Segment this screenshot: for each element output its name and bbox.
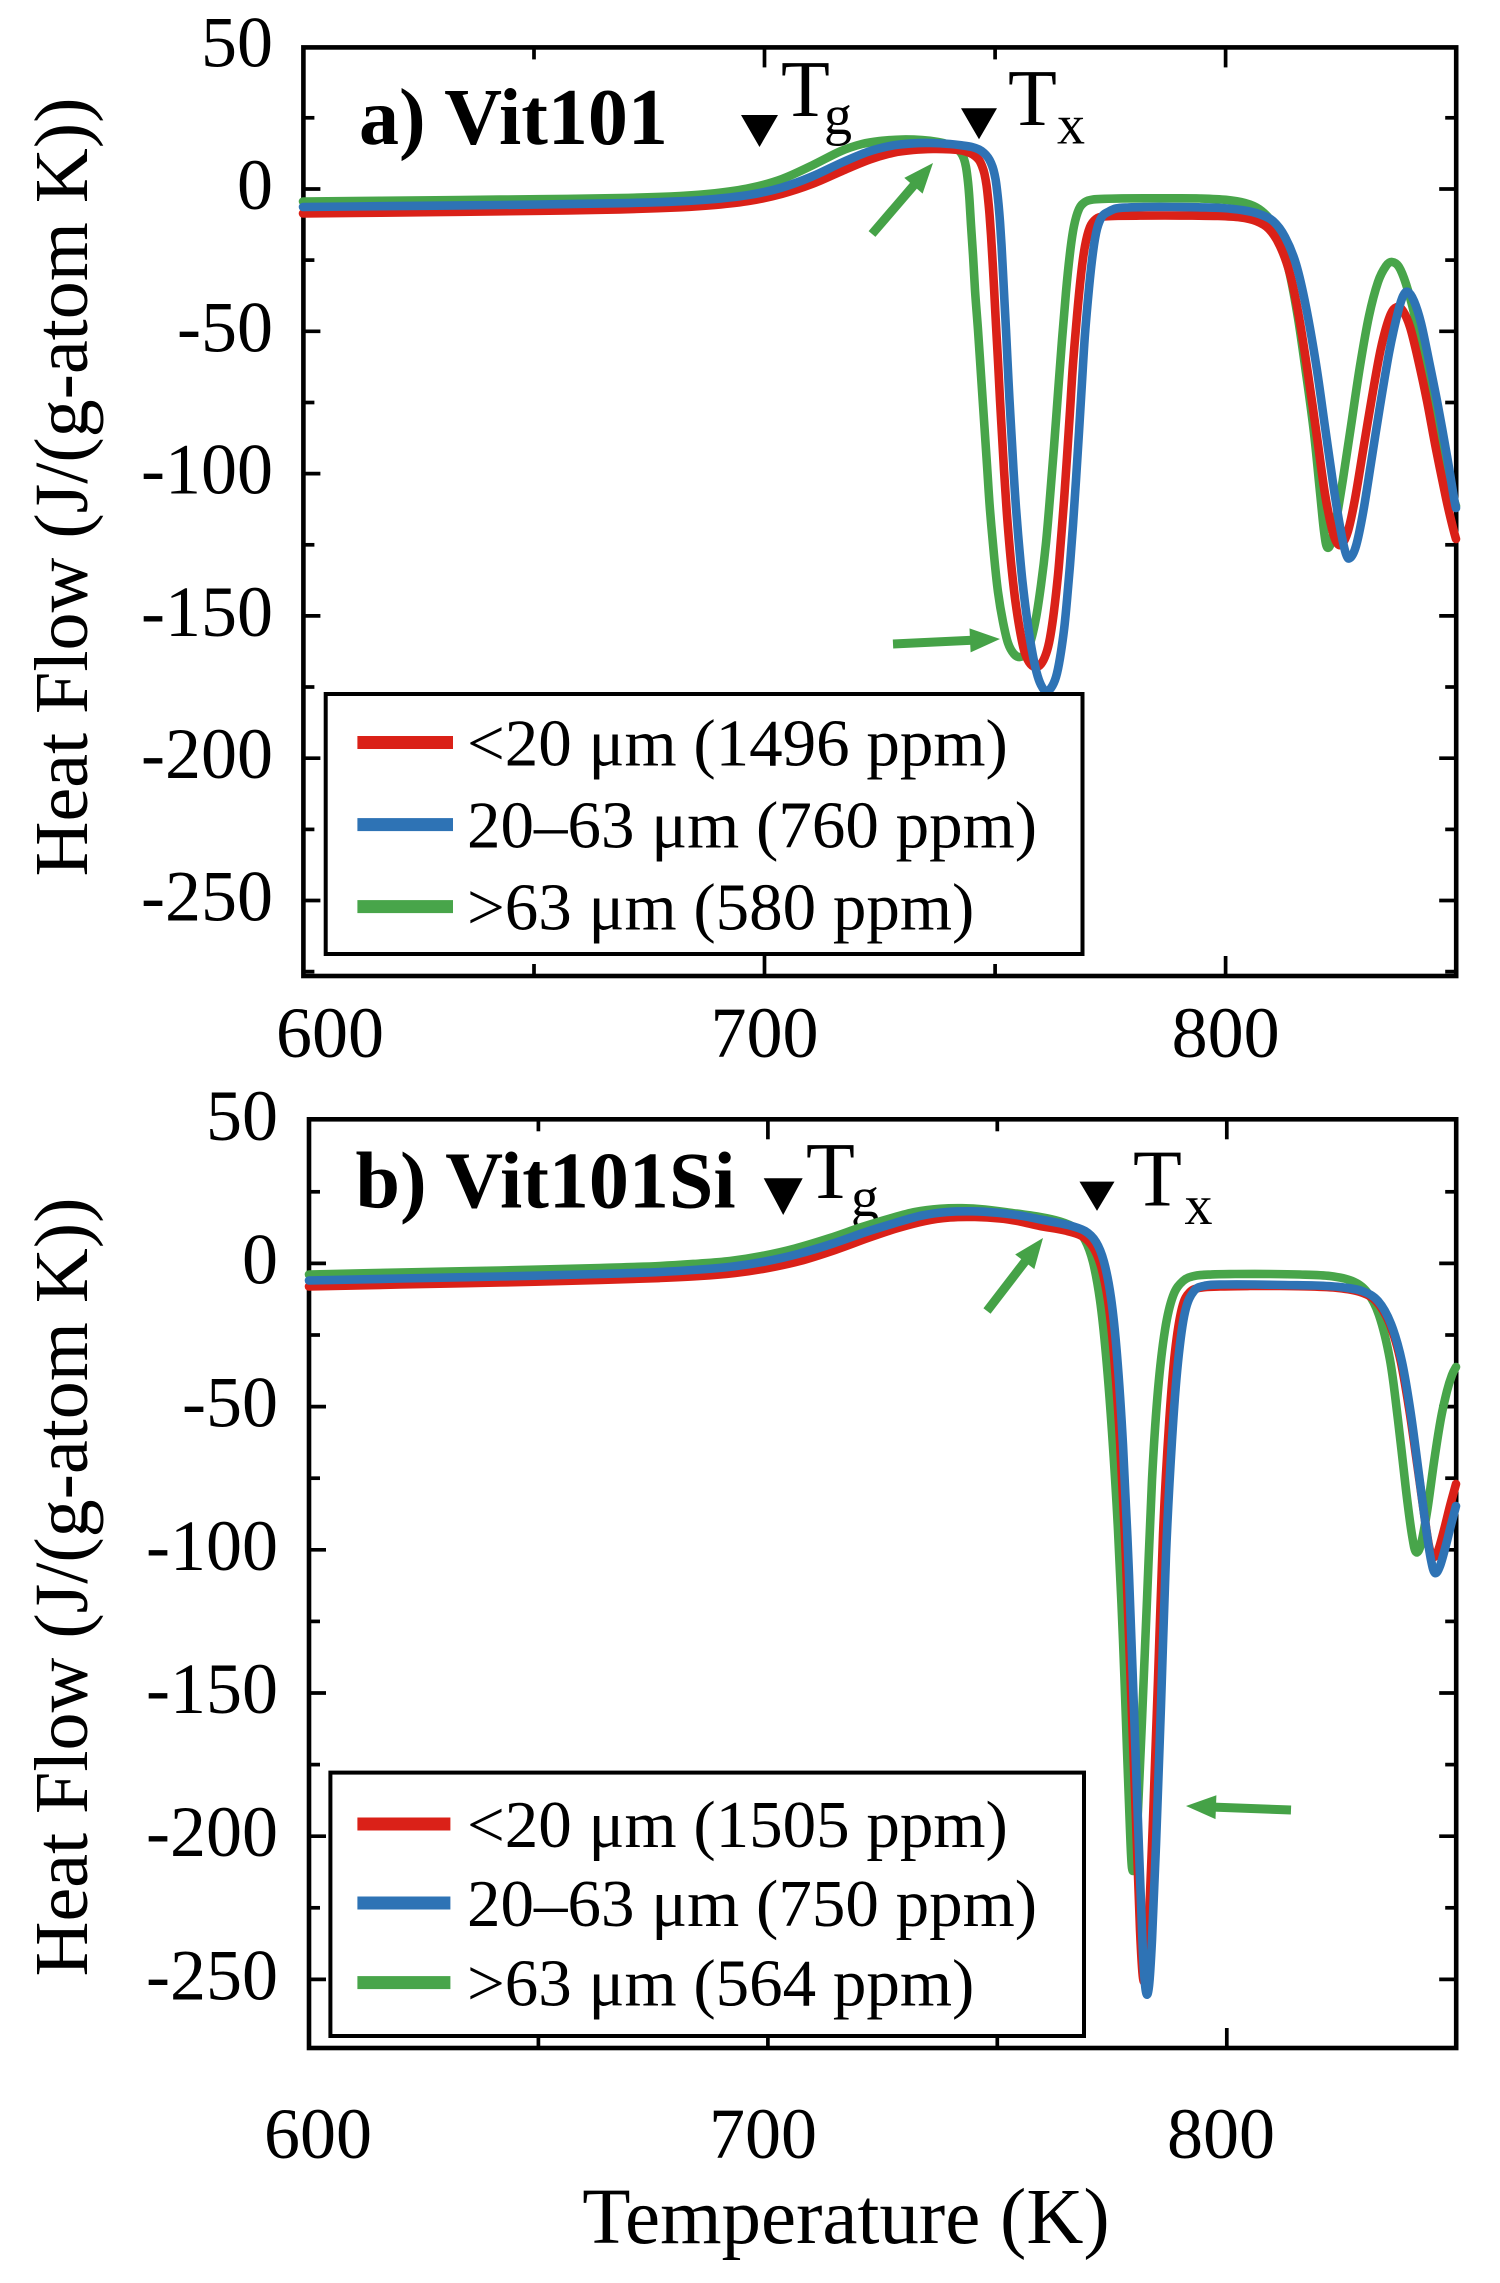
svg-text:-200: -200 [141, 714, 273, 794]
svg-text:Heat Flow (J/(g-atom K)): Heat Flow (J/(g-atom K)) [20, 1198, 104, 1977]
svg-text:20–63 μm (750 ppm): 20–63 μm (750 ppm) [467, 1867, 1037, 1941]
svg-text:800: 800 [1167, 2094, 1275, 2174]
svg-text:0: 0 [242, 1219, 278, 1299]
svg-text:T: T [781, 46, 830, 134]
svg-text:600: 600 [276, 993, 384, 1073]
svg-text:T: T [806, 1128, 855, 1216]
svg-text:-150: -150 [141, 572, 273, 652]
svg-text:-250: -250 [146, 1935, 278, 2015]
svg-text:>63 μm (580 ppm): >63 μm (580 ppm) [467, 871, 974, 945]
svg-text:-200: -200 [146, 1792, 278, 1872]
svg-text:-100: -100 [141, 430, 273, 510]
svg-text:Heat Flow (J/(g-atom K)): Heat Flow (J/(g-atom K)) [20, 98, 104, 877]
svg-text:50: 50 [206, 1076, 278, 1156]
svg-text:T: T [1133, 1136, 1182, 1224]
svg-text:<20 μm (1496 ppm): <20 μm (1496 ppm) [467, 707, 1008, 781]
svg-text:x: x [1185, 1175, 1213, 1237]
svg-text:700: 700 [709, 2094, 817, 2174]
svg-text:Temperature (K): Temperature (K) [582, 2174, 1109, 2261]
svg-text:a) Vit101: a) Vit101 [359, 74, 668, 162]
svg-text:b) Vit101Si: b) Vit101Si [356, 1138, 736, 1226]
svg-text:600: 600 [264, 2094, 372, 2174]
svg-text:T: T [1008, 55, 1057, 143]
svg-text:>63 μm (564 ppm): >63 μm (564 ppm) [467, 1947, 974, 2021]
svg-text:x: x [1057, 95, 1085, 157]
svg-text:-100: -100 [146, 1506, 278, 1586]
svg-text:0: 0 [237, 145, 273, 225]
svg-text:50: 50 [201, 3, 273, 83]
svg-text:-50: -50 [177, 287, 273, 367]
svg-text:-150: -150 [146, 1649, 278, 1729]
svg-text:20–63 μm (760 ppm): 20–63 μm (760 ppm) [467, 789, 1037, 863]
svg-text:700: 700 [711, 993, 819, 1073]
svg-text:-250: -250 [141, 857, 273, 937]
svg-text:<20 μm (1505 ppm): <20 μm (1505 ppm) [467, 1788, 1008, 1862]
svg-text:-50: -50 [182, 1363, 278, 1443]
svg-text:800: 800 [1172, 993, 1280, 1073]
svg-text:g: g [824, 85, 852, 147]
